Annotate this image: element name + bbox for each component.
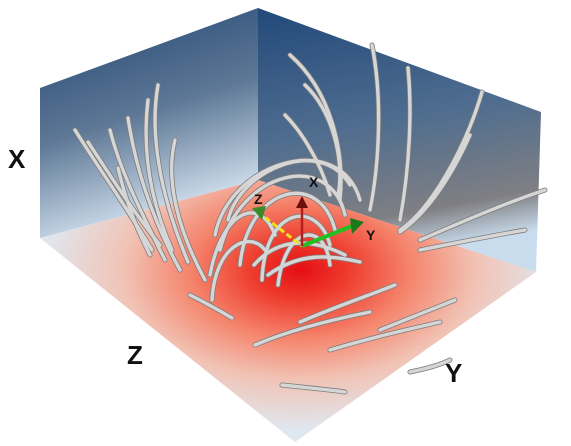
axis-label-x: X [8, 144, 26, 174]
x-axis-arrowhead [296, 196, 308, 208]
streamlines [72, 42, 548, 395]
glyph-label-y: Y [366, 227, 376, 243]
z-axis-arrowhead [252, 206, 266, 220]
axis-label-y: Y [445, 358, 462, 388]
y-axis-arrowhead [350, 218, 364, 234]
back-wall [258, 8, 541, 272]
left-wall [40, 8, 258, 238]
z-axis-glyph-line [257, 210, 303, 248]
floor-plane [40, 180, 536, 442]
axes-glyph: X Z Y [252, 174, 376, 248]
y-axis-glyph-line [301, 224, 353, 248]
axis-label-z: Z [127, 340, 143, 370]
glyph-label-x: X [309, 174, 319, 190]
glyph-label-z: Z [254, 191, 263, 207]
